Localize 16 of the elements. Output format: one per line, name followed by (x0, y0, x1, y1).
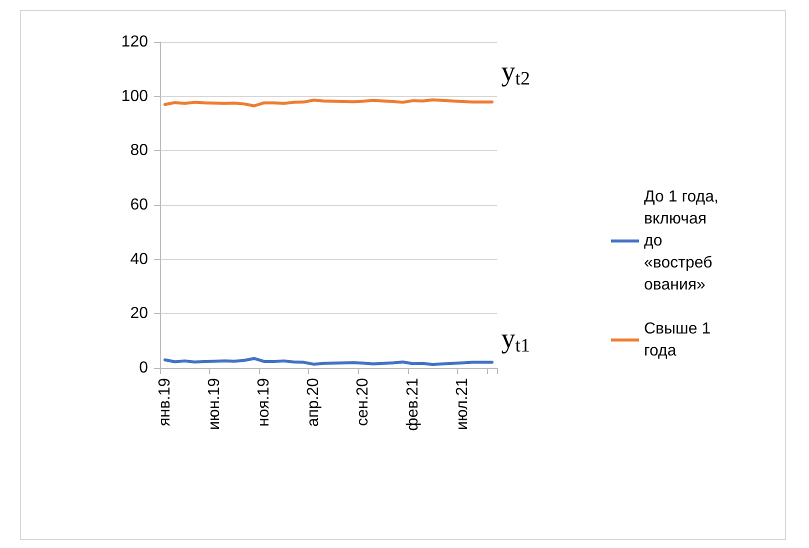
legend-label: До 1 года, включая до «востребования» (644, 188, 723, 294)
x-tick-label: фев.21 (404, 378, 422, 431)
y-tick-label: 20 (130, 305, 148, 322)
y-tick-label: 100 (121, 88, 148, 105)
y-tick-label: 80 (130, 142, 148, 160)
x-tick-label: янв.19 (156, 378, 174, 426)
y-tick-label: 40 (130, 250, 148, 268)
x-tick-label: сен.20 (354, 378, 372, 426)
x-tick-label: июн.19 (206, 378, 224, 430)
x-tick-label: июл.21 (454, 378, 471, 430)
x-tick-label: апр.20 (305, 378, 322, 427)
y-tick-label: 120 (121, 34, 148, 50)
y-tick-label: 60 (130, 196, 148, 214)
y-tick-label: 0 (139, 360, 148, 376)
legend-label: Свыше 1 года (644, 320, 716, 360)
x-tick-label: ноя.19 (256, 378, 273, 427)
